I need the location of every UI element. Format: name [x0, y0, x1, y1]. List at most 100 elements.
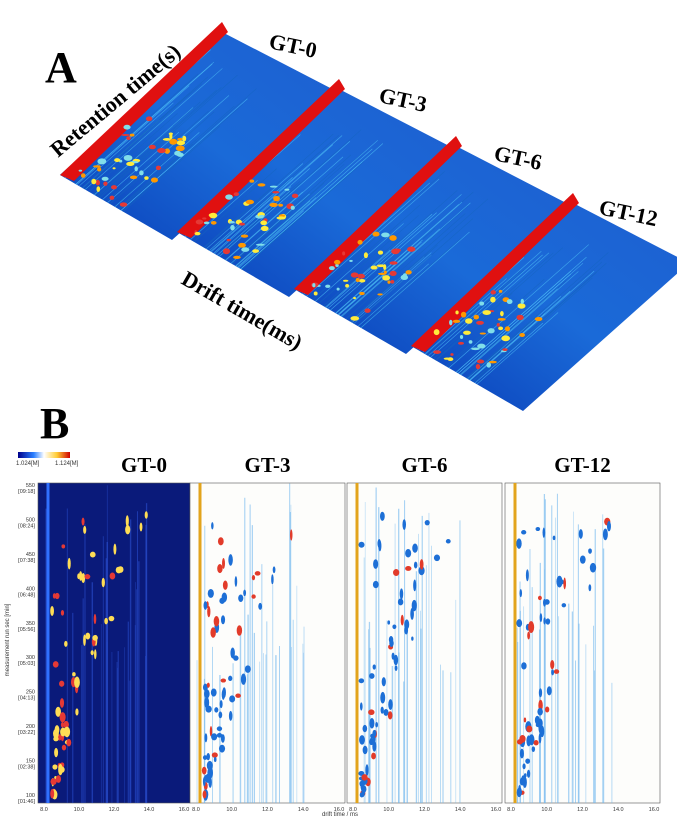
peak [602, 528, 608, 541]
peak [391, 652, 395, 660]
streak [323, 239, 399, 307]
spot [357, 239, 363, 245]
peak [544, 706, 550, 713]
peak [238, 594, 244, 602]
y-tick-label: 400 [06:48] [18, 586, 35, 598]
streak [430, 252, 550, 358]
x-tick-label: 16.0 [649, 807, 660, 813]
peak [369, 737, 374, 745]
streak [82, 83, 202, 189]
peak [413, 579, 417, 592]
spot [95, 179, 101, 186]
ridge [60, 22, 228, 181]
peak [553, 669, 560, 674]
peak [219, 700, 223, 709]
peak [59, 766, 65, 773]
spot [182, 135, 187, 142]
sample-title: GT-6 [402, 453, 448, 477]
spot [97, 158, 107, 165]
peak [519, 589, 523, 598]
spot [355, 278, 360, 283]
peak [213, 757, 217, 763]
spot [112, 167, 116, 170]
peak [220, 678, 227, 683]
peak [144, 511, 148, 519]
peak [78, 571, 83, 581]
peak [83, 525, 87, 534]
spot [80, 173, 86, 178]
streak [427, 254, 543, 357]
streak [117, 105, 235, 209]
x-tick-label: 10.0 [383, 807, 394, 813]
streak [73, 73, 199, 184]
spot [433, 350, 442, 354]
peak [531, 746, 536, 752]
streak [94, 101, 201, 196]
streak [211, 144, 334, 253]
sample-title: GT-3 [245, 453, 291, 477]
spot [255, 243, 265, 246]
streak [97, 87, 222, 197]
peak [359, 792, 364, 798]
streak [425, 271, 520, 355]
peak [380, 511, 385, 521]
spot [487, 328, 495, 334]
peak [54, 592, 60, 600]
peak [369, 673, 375, 679]
streak [93, 107, 194, 196]
streak [472, 272, 597, 382]
peak [229, 695, 236, 703]
streak [476, 312, 559, 385]
peak [207, 588, 214, 598]
peak [104, 617, 108, 625]
peak [125, 524, 131, 535]
peak [527, 631, 530, 640]
peak [81, 517, 85, 526]
peak [211, 522, 214, 530]
peak [518, 788, 522, 796]
streak [468, 261, 603, 380]
peak [59, 680, 65, 687]
peak [240, 673, 247, 685]
streak [231, 163, 345, 264]
sample-title: GT-12 [554, 453, 610, 477]
peak [551, 669, 555, 676]
peak [204, 733, 208, 743]
peak [61, 544, 66, 549]
streak [338, 250, 412, 315]
spot [390, 279, 395, 284]
spot [482, 310, 492, 315]
x-tick-label: 8.0 [192, 807, 200, 813]
spot [465, 318, 473, 324]
peak [60, 727, 66, 737]
spot [269, 185, 278, 188]
spot [336, 287, 340, 291]
peak [235, 693, 241, 698]
spot [91, 178, 97, 185]
peak [60, 610, 65, 616]
peak [534, 715, 540, 725]
spot [343, 279, 349, 282]
spot [475, 364, 481, 370]
peak [559, 579, 564, 585]
streak [341, 202, 471, 317]
peak [72, 672, 76, 677]
streak [445, 278, 545, 367]
spot [109, 195, 115, 200]
peak [360, 782, 365, 791]
peak [563, 579, 566, 589]
spot [479, 301, 485, 306]
peak [539, 725, 545, 738]
spot [349, 259, 353, 262]
peak [206, 753, 210, 761]
spot [252, 249, 260, 253]
spot [203, 221, 210, 225]
spot [476, 359, 485, 364]
peak [358, 678, 365, 684]
peak [236, 625, 243, 636]
peak [372, 740, 377, 752]
x-tick-label: 12.0 [419, 807, 430, 813]
peak [552, 535, 556, 541]
spot [225, 194, 233, 200]
spot [96, 186, 101, 192]
